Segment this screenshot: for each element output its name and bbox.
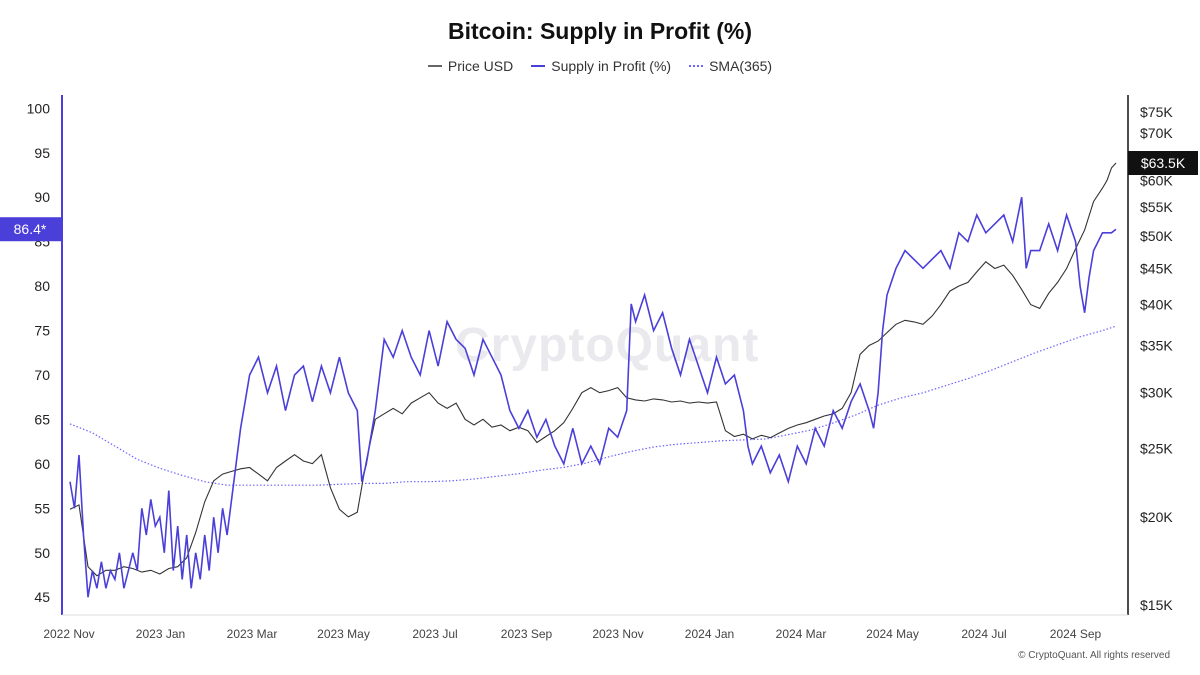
supply-current-value: 86.4* <box>14 221 47 237</box>
y-left-tick-label: 55 <box>34 500 50 516</box>
y-right-tick-label: $35K <box>1140 337 1173 353</box>
y-right-tick-label: $25K <box>1140 441 1173 457</box>
price-current-value: $63.5K <box>1141 155 1186 171</box>
x-tick-label: 2024 Jul <box>961 627 1006 641</box>
y-left-tick-label: 45 <box>34 589 50 605</box>
y-right-tick-label: $70K <box>1140 125 1173 141</box>
x-tick-label: 2023 Sep <box>501 627 553 641</box>
y-right-tick-label: $60K <box>1140 172 1173 188</box>
x-tick-label: 2023 Jul <box>412 627 457 641</box>
watermark: CryptoQuant <box>455 319 760 372</box>
price-usd-line <box>69 162 1117 577</box>
sma-365-line <box>69 325 1117 486</box>
y-right-tick-label: $55K <box>1140 199 1173 215</box>
legend-label-supply: Supply in Profit (%) <box>551 58 672 74</box>
y-left-tick-label: 60 <box>34 456 50 472</box>
x-tick-label: 2024 Mar <box>776 627 827 641</box>
y-right-tick-label: $45K <box>1140 260 1173 276</box>
y-right-tick-label: $15K <box>1140 597 1173 613</box>
legend-swatch-supply <box>531 65 546 67</box>
legend-label-sma: SMA(365) <box>709 58 773 74</box>
legend-item-supply[interactable]: Supply in Profit (%) <box>531 58 671 74</box>
supply-in-profit-line <box>69 197 1117 598</box>
supply-current-badge <box>0 217 61 242</box>
y-left-tick-label: 75 <box>34 323 50 339</box>
legend-item-price[interactable]: Price USD <box>427 58 514 74</box>
y-left-tick-label: 50 <box>34 545 50 561</box>
x-tick-label: 2024 Sep <box>1050 627 1102 641</box>
x-tick-label: 2023 May <box>317 627 370 641</box>
legend: Price USD Supply in Profit (%) SMA(365) <box>0 58 1200 74</box>
x-tick-label: 2023 Jan <box>136 627 185 641</box>
x-tick-label: 2024 May <box>866 627 919 641</box>
x-tick-label: 2024 Jan <box>685 627 734 641</box>
legend-label-price: Price USD <box>447 58 514 74</box>
y-right-tick-label: $20K <box>1140 509 1173 525</box>
y-right-tick-label: $40K <box>1140 297 1173 313</box>
x-tick-label: 2022 Nov <box>43 627 94 641</box>
y-left-tick-label: 70 <box>34 367 50 383</box>
x-tick-label: 2023 Mar <box>227 627 278 641</box>
legend-swatch-price <box>427 65 442 67</box>
y-left-tick-label: 65 <box>34 411 50 427</box>
y-left-tick-label: 95 <box>34 145 50 161</box>
copyright-footer: © CryptoQuant. All rights reserved <box>1018 650 1170 661</box>
x-tick-label: 2023 Nov <box>592 627 643 641</box>
y-left-tick-label: 80 <box>34 278 50 294</box>
y-right-tick-label: $30K <box>1140 385 1173 401</box>
y-right-tick-label: $75K <box>1140 104 1173 120</box>
y-left-tick-label: 100 <box>27 100 51 116</box>
y-left-tick-label: 90 <box>34 189 50 205</box>
legend-swatch-sma <box>689 65 704 67</box>
y-right-tick-label: $50K <box>1140 228 1173 244</box>
legend-item-sma[interactable]: SMA(365) <box>689 58 772 74</box>
price-current-badge <box>1128 150 1198 175</box>
chart-title: Bitcoin: Supply in Profit (%) <box>447 18 753 44</box>
